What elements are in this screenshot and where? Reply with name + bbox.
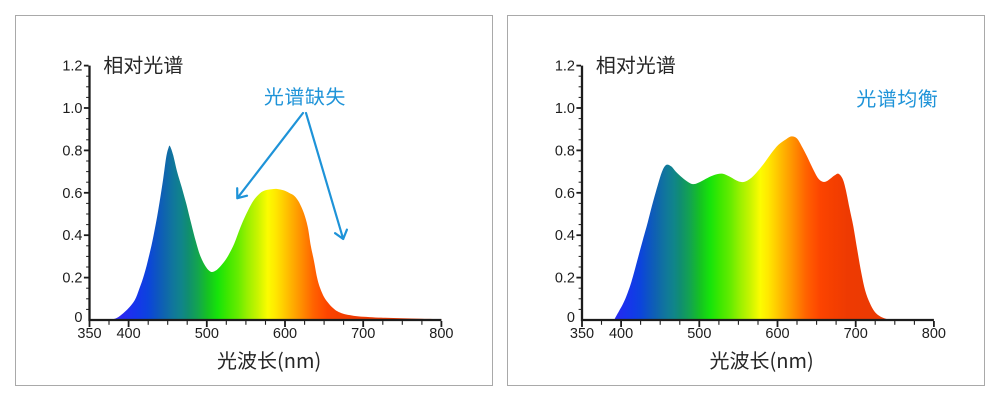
- svg-text:800: 800: [429, 326, 453, 342]
- svg-text:400: 400: [116, 326, 140, 342]
- svg-text:700: 700: [844, 326, 868, 342]
- svg-text:350: 350: [77, 326, 101, 342]
- svg-text:0.2: 0.2: [62, 271, 82, 287]
- svg-text:0: 0: [74, 310, 82, 326]
- svg-text:0.6: 0.6: [62, 186, 82, 202]
- svg-text:0.4: 0.4: [62, 228, 82, 244]
- svg-text:0.8: 0.8: [555, 143, 575, 159]
- svg-text:1.2: 1.2: [555, 59, 575, 75]
- svg-text:400: 400: [609, 326, 633, 342]
- svg-text:600: 600: [273, 326, 297, 342]
- svg-text:1.0: 1.0: [62, 101, 82, 117]
- svg-text:1.0: 1.0: [555, 101, 575, 117]
- svg-text:500: 500: [687, 326, 711, 342]
- svg-text:600: 600: [765, 326, 789, 342]
- svg-text:350: 350: [570, 326, 594, 342]
- svg-text:0.2: 0.2: [555, 271, 575, 287]
- svg-text:0.6: 0.6: [555, 186, 575, 202]
- svg-text:500: 500: [195, 326, 219, 342]
- svg-text:0.4: 0.4: [555, 228, 575, 244]
- svg-text:0: 0: [567, 310, 575, 326]
- svg-text:800: 800: [922, 326, 946, 342]
- svg-text:700: 700: [351, 326, 375, 342]
- svg-text:1.2: 1.2: [62, 59, 82, 75]
- svg-text:0.8: 0.8: [62, 143, 82, 159]
